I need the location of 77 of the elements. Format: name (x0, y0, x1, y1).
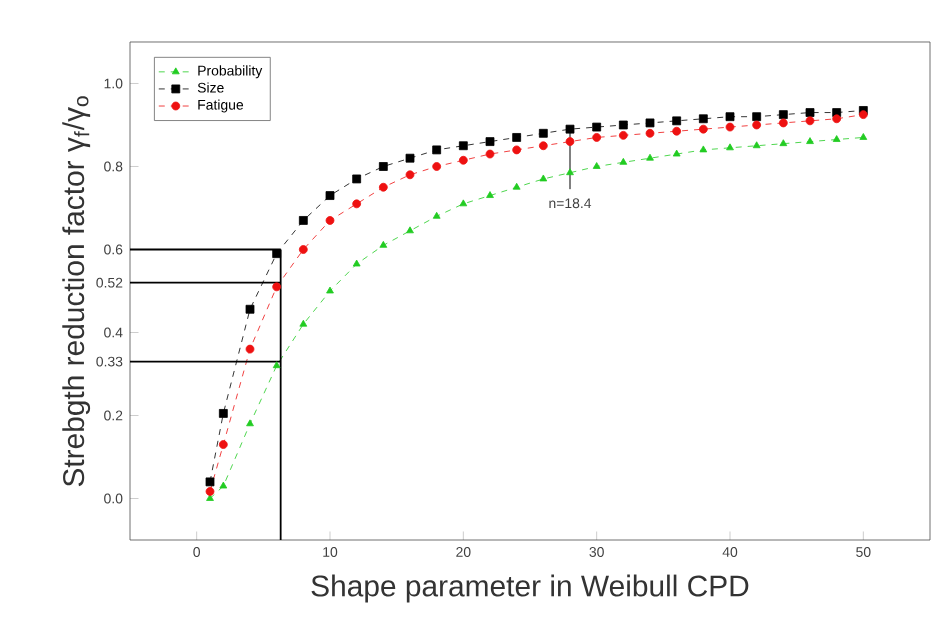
point (352, 174, 362, 184)
point (778, 110, 788, 119)
point (245, 344, 255, 354)
y-axis-title: Strebgth reduction factor γ$_{f}$/γ$_{o}$ (62, 96, 91, 487)
point (432, 211, 441, 219)
point (406, 226, 414, 234)
point (378, 182, 388, 192)
point (405, 153, 415, 163)
point (378, 162, 388, 171)
point (672, 149, 681, 157)
point (538, 128, 548, 138)
point (325, 216, 335, 225)
point (859, 133, 868, 140)
point (458, 141, 468, 151)
point (725, 122, 735, 132)
point (512, 182, 521, 190)
point (298, 216, 308, 225)
point (485, 149, 495, 159)
point (379, 240, 388, 248)
point (698, 114, 708, 124)
point (539, 174, 548, 182)
point (325, 191, 335, 200)
point (352, 199, 362, 209)
point (218, 440, 228, 449)
point (699, 145, 708, 153)
point (246, 419, 254, 427)
point (206, 494, 214, 501)
point (832, 135, 841, 142)
point (672, 126, 682, 136)
point (205, 477, 215, 487)
point (752, 141, 761, 149)
point (805, 108, 815, 117)
point (778, 118, 788, 128)
point (298, 245, 308, 254)
point (565, 137, 575, 146)
point (272, 282, 282, 292)
point (752, 120, 762, 130)
point (725, 112, 735, 122)
point (832, 114, 842, 124)
point (618, 130, 628, 140)
point (458, 155, 468, 165)
point (485, 137, 495, 146)
point (512, 133, 522, 142)
point (565, 124, 575, 134)
point (405, 170, 415, 180)
point (218, 409, 228, 418)
point (566, 168, 574, 176)
point (779, 139, 788, 147)
point (752, 112, 762, 122)
point (459, 199, 468, 207)
point (619, 157, 628, 165)
point (672, 116, 682, 126)
point (245, 304, 255, 314)
point (645, 118, 655, 128)
point (432, 145, 442, 155)
point (326, 286, 334, 294)
point (205, 487, 215, 496)
point (272, 361, 281, 369)
point (299, 319, 308, 327)
point (219, 481, 228, 489)
point (592, 162, 601, 169)
point (645, 128, 655, 138)
point (538, 141, 548, 151)
point (432, 162, 442, 171)
point (592, 122, 602, 132)
point (646, 153, 654, 161)
point (805, 116, 815, 126)
point (726, 143, 734, 151)
point (806, 137, 814, 144)
x-axis-title: Shape parameter in Weibull CPD (311, 574, 749, 603)
point (618, 120, 628, 130)
point (352, 259, 361, 267)
point (486, 191, 494, 198)
point (592, 133, 602, 142)
point (512, 145, 522, 155)
point (272, 249, 282, 259)
point (698, 124, 708, 134)
